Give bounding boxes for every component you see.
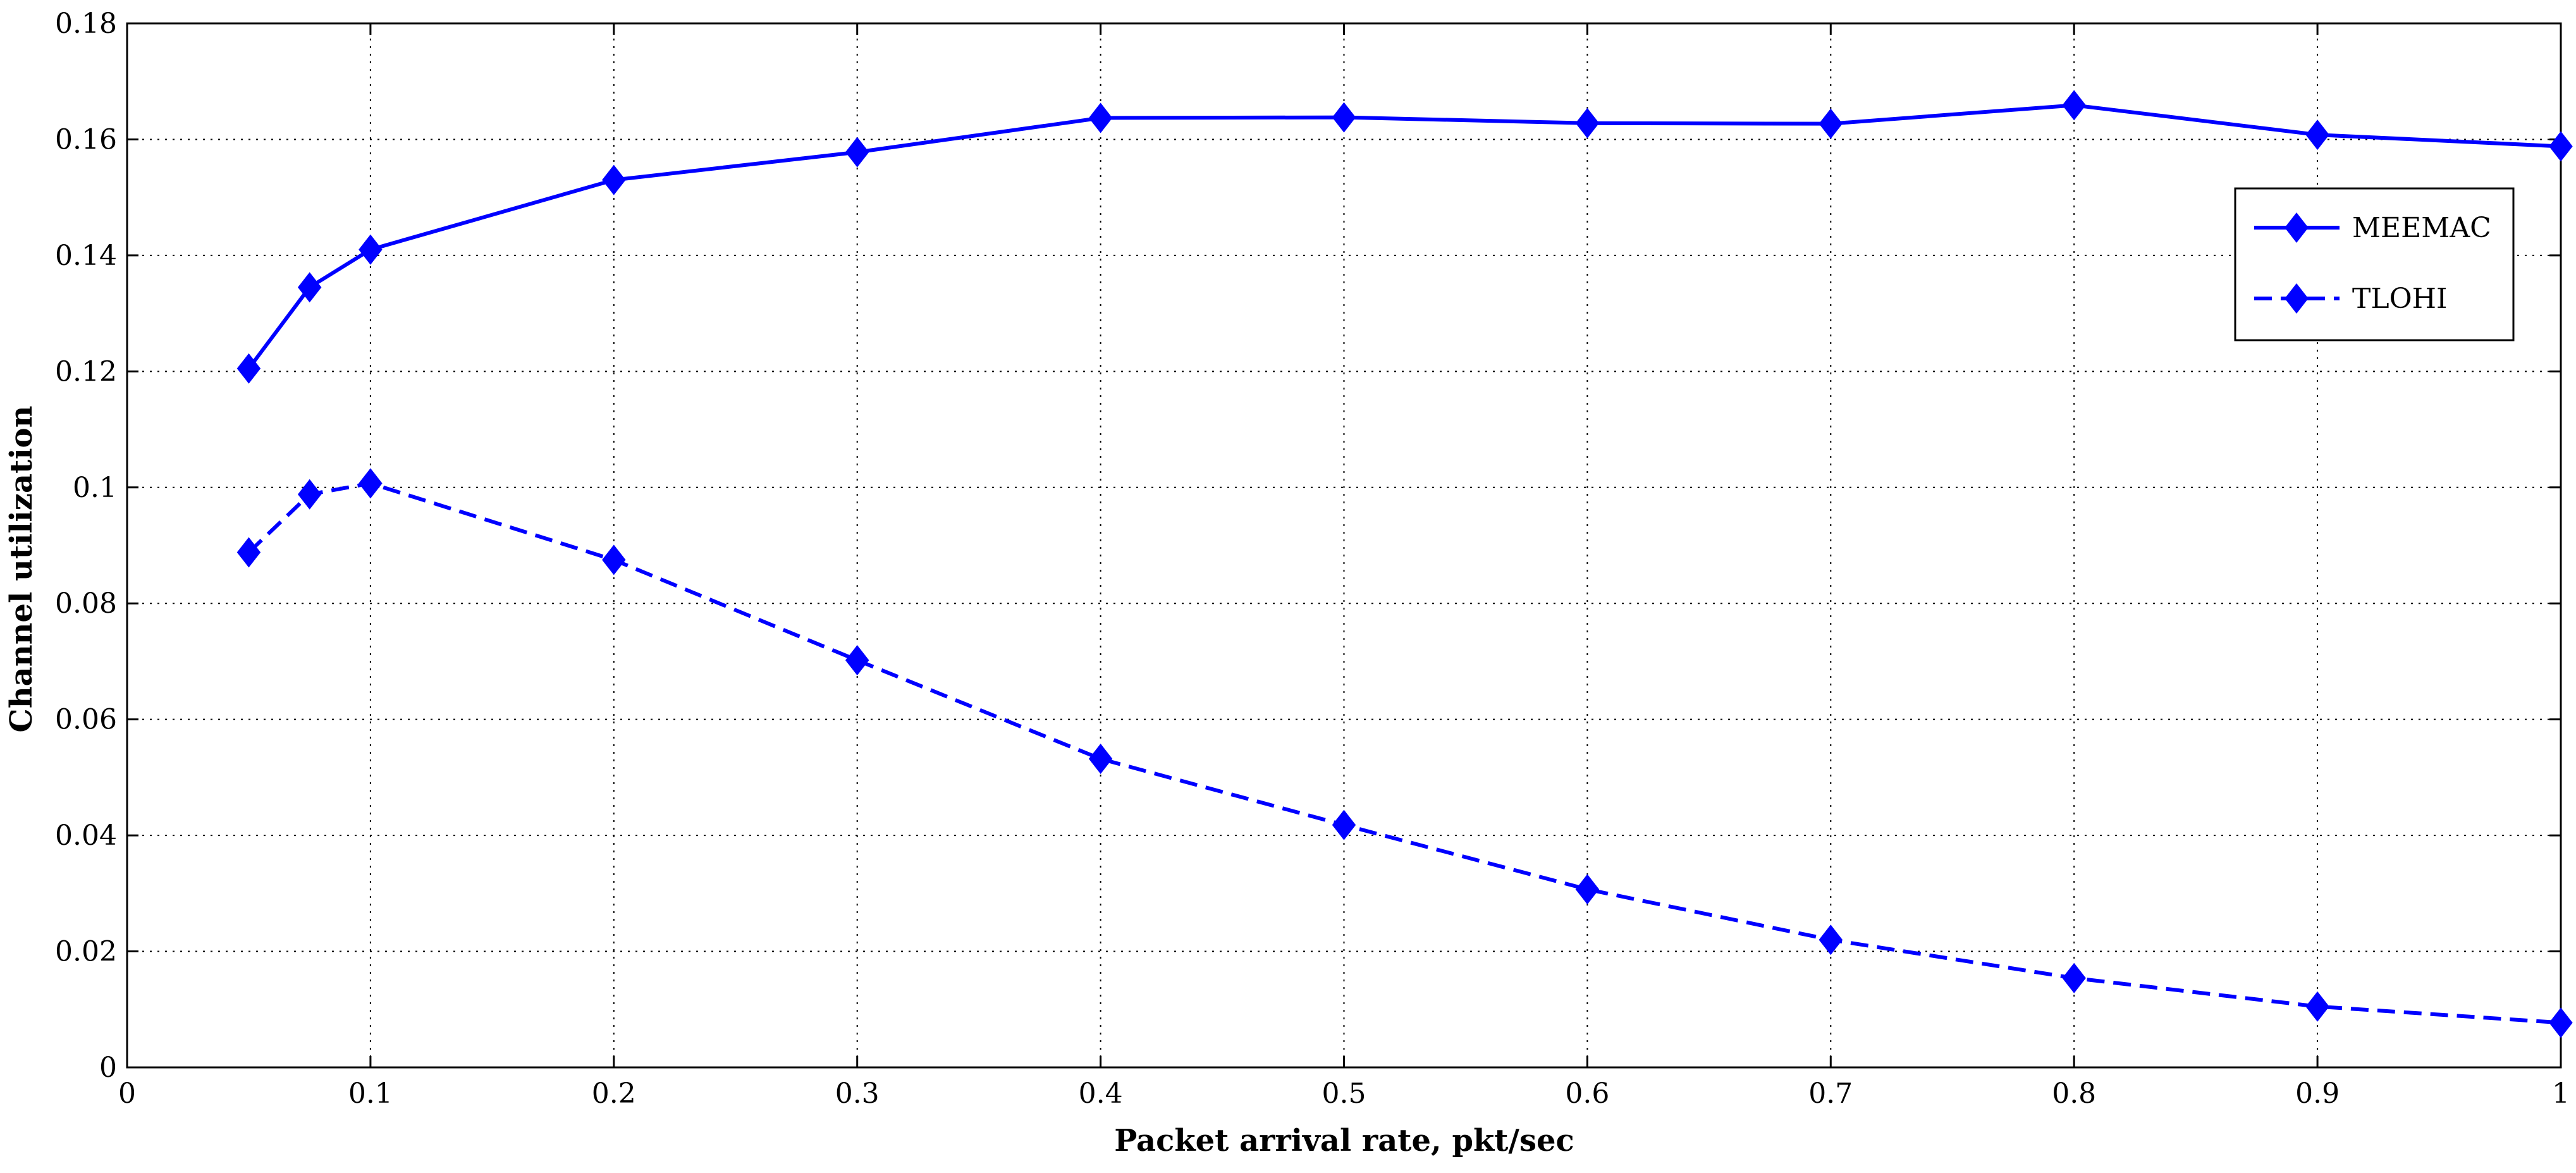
legend-marker-meemac [2285,212,2309,243]
series-line-meemac [247,103,2561,370]
y-tick-label: 0.06 [55,704,117,736]
x-tick-label: 0.4 [1079,1078,1123,1110]
data-point-meemac [236,353,261,384]
x-tick-label: 0.1 [348,1078,393,1110]
data-point-meemac [1819,108,1843,139]
data-point-meemac [1088,102,1113,133]
x-tick-label: 0.8 [2052,1078,2096,1110]
x-tick-label: 0 [118,1078,136,1110]
legend-label-tlohi: TLOHI [2352,283,2447,315]
axis-ticks: 0 0.1 0.2 0.3 0.4 0.5 0.6 0.7 0.8 0.9 1 0 0.02 0.04 0.… [55,8,2570,1110]
data-point-meemac [2549,131,2573,162]
legend-marker-tlohi [2285,283,2309,314]
data-point-tlohi [1575,874,1600,905]
series-group [236,90,2573,1038]
data-point-meemac [845,137,869,168]
y-tick-label: 0.08 [55,587,117,620]
data-point-tlohi [236,537,261,568]
legend-label-meemac: MEEMAC [2352,212,2491,244]
data-point-meemac [1575,107,1600,138]
data-point-tlohi [359,468,383,499]
data-point-tlohi [1332,809,1356,840]
y-axis-label: Channel utilization [4,406,39,733]
y-tick-label: 0.18 [55,8,117,40]
data-point-tlohi [1088,744,1113,775]
data-point-meemac [2062,90,2086,121]
x-tick-label: 0.3 [835,1078,880,1110]
data-point-tlohi [2062,962,2086,993]
x-tick-label: 0.6 [1565,1078,1609,1110]
x-tick-label: 1 [2552,1078,2570,1110]
y-tick-label: 0 [99,1052,117,1084]
x-tick-label: 0.9 [2295,1078,2340,1110]
x-tick-label: 0.5 [1322,1078,1366,1110]
data-point-meemac [1332,102,1356,133]
y-tick-label: 0.14 [55,240,117,272]
y-tick-label: 0.04 [55,820,117,852]
data-point-tlohi [845,645,869,676]
data-point-meemac [2305,120,2329,150]
data-point-meemac [297,272,322,303]
y-tick-label: 0.12 [55,355,117,388]
y-tick-label: 0.1 [73,472,117,504]
legend-box [2234,187,2515,341]
y-tick-label: 0.16 [55,123,117,156]
data-point-tlohi [297,479,322,510]
series-meemac [236,90,2573,384]
x-tick-label: 0.2 [592,1078,636,1110]
data-point-tlohi [602,544,626,575]
data-point-tlohi [2549,1007,2573,1038]
data-point-meemac [602,164,626,195]
y-tick-label: 0.02 [55,936,117,968]
data-point-tlohi [2305,991,2329,1022]
x-axis-label: Packet arrival rate, pkt/sec [1114,1123,1574,1158]
data-point-meemac [359,234,383,265]
x-tick-label: 0.7 [1808,1078,1853,1110]
data-point-tlohi [1819,924,1843,955]
series-tlohi [236,468,2573,1038]
legend: MEEMAC TLOHI [2234,187,2515,341]
